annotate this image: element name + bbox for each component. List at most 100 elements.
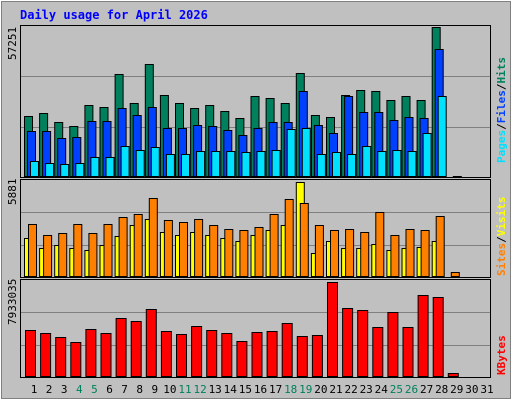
pages-bar: [407, 151, 417, 177]
legend-hits: Hits: [495, 57, 508, 84]
pages-bar: [241, 152, 251, 177]
kbytes-bar: [40, 333, 52, 377]
day-label: 15: [239, 383, 252, 396]
legend-visits: Visits: [495, 197, 508, 237]
kbytes-bar: [191, 326, 203, 377]
sites-bar: [299, 203, 309, 277]
day-label: 31: [480, 383, 493, 396]
sites-bar: [73, 224, 83, 277]
legend-kbytes: KBytes: [495, 335, 508, 375]
kbytes-bar: [160, 331, 172, 377]
day-label: 27: [420, 383, 433, 396]
sites-bar: [118, 217, 128, 277]
sites-bar: [420, 230, 430, 277]
sites-bar: [269, 214, 279, 277]
legend-pages: Pages: [495, 130, 508, 163]
day-label: 28: [435, 383, 448, 396]
pages-bar: [437, 96, 447, 177]
legend-files: Files: [495, 90, 508, 123]
pages-bar: [332, 152, 341, 177]
legend-sep-2: /: [495, 83, 508, 90]
bar-marks: [24, 27, 462, 377]
day-label: 23: [360, 383, 373, 396]
pages-bar: [105, 157, 115, 177]
chart-title: Daily usage for April 2026: [20, 8, 208, 22]
pages-bar: [422, 133, 432, 177]
legend-sep-3: /: [495, 236, 508, 243]
pages-bar: [271, 150, 281, 177]
pages-bar: [120, 146, 130, 177]
kbytes-bar: [55, 337, 67, 377]
day-label: 2: [46, 383, 53, 396]
visits-legend: Sites/Visits: [495, 197, 508, 277]
kbytes-bar: [85, 329, 97, 377]
sites-bar: [254, 227, 264, 277]
pages-bar: [45, 163, 55, 177]
day-label: 8: [136, 383, 143, 396]
kbytes-bar: [296, 336, 308, 377]
sites-bar: [58, 233, 68, 277]
sites-bar: [345, 229, 355, 277]
sites-bar: [390, 235, 400, 277]
pages-bar: [301, 128, 311, 177]
day-label: 1: [31, 383, 38, 396]
sites-bar: [314, 225, 324, 277]
day-label: 13: [209, 383, 222, 396]
pages-bar: [196, 151, 206, 177]
sites-bar: [43, 235, 53, 277]
day-label: 9: [151, 383, 158, 396]
legend-sites: Sites: [495, 243, 508, 276]
pages-bar: [316, 154, 326, 177]
sites-bar: [148, 198, 158, 277]
pages-bar: [362, 146, 372, 177]
kbytes-bar: [372, 327, 384, 377]
day-label: 25: [390, 383, 403, 396]
kbytes-bar: [311, 335, 323, 377]
sites-bar: [194, 219, 204, 277]
kbytes-bar: [342, 308, 354, 377]
kbytes-bar: [417, 295, 429, 377]
sites-bar: [88, 233, 98, 277]
day-label: 3: [61, 383, 68, 396]
kbytes-bar: [387, 312, 399, 377]
pages-bar: [165, 154, 175, 177]
pages-bar: [226, 151, 236, 177]
sites-bar: [224, 229, 234, 277]
pages-bar: [452, 176, 462, 178]
kbytes-bar: [236, 341, 248, 377]
kbytes-bar: [25, 330, 36, 377]
day-label: 24: [375, 383, 389, 396]
day-label: 6: [106, 383, 113, 396]
pages-bar: [150, 147, 160, 177]
kbytes-bar: [130, 321, 142, 377]
day-label: 11: [178, 383, 191, 396]
kbytes-bar: [327, 282, 338, 377]
kbytes-bar: [221, 333, 233, 377]
day-label: 22: [344, 383, 357, 396]
kbytes-bar: [100, 333, 112, 377]
sites-bar: [103, 224, 113, 277]
sites-bar: [375, 212, 385, 277]
kbytes-bar: [251, 332, 263, 377]
pages-bar: [90, 157, 100, 177]
kbytes-bar: [447, 373, 459, 377]
sites-bar: [239, 230, 249, 277]
day-label: 21: [329, 383, 342, 396]
sites-bar: [133, 214, 143, 277]
pages-bar: [211, 151, 221, 177]
pages-bar: [286, 129, 296, 177]
sites-bar: [28, 224, 37, 277]
day-label: 18: [284, 383, 297, 396]
sites-bar: [209, 225, 219, 277]
legend-sep-1: /: [495, 123, 508, 130]
pages-bar: [347, 154, 357, 177]
hits-max-label: 57251: [6, 27, 19, 60]
day-label: 26: [405, 383, 418, 396]
kbytes-bar: [357, 310, 369, 377]
day-label: 14: [224, 383, 238, 396]
visits-max-label: 5881: [6, 179, 19, 206]
kbytes-bar: [206, 330, 218, 377]
sites-bar: [330, 230, 339, 277]
day-label: 10: [163, 383, 176, 396]
